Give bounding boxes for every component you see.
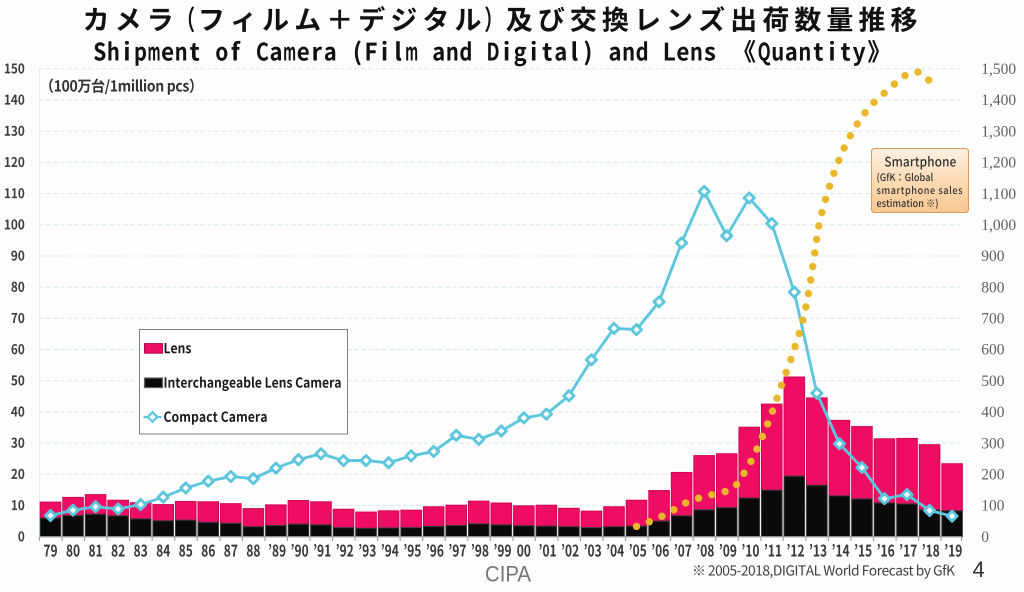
svg-text:1,300: 1,300 [981, 123, 1016, 140]
svg-text:1,200: 1,200 [981, 155, 1016, 172]
svg-text:700: 700 [981, 311, 1005, 328]
svg-text:300: 300 [981, 435, 1005, 452]
svg-text:100: 100 [981, 498, 1005, 515]
svg-text:200: 200 [981, 467, 1005, 484]
svg-text:4: 4 [973, 557, 985, 582]
svg-text:1,100: 1,100 [981, 186, 1016, 203]
svg-text:1,400: 1,400 [981, 92, 1016, 109]
svg-text:CIPA: CIPA [485, 562, 531, 587]
svg-text:1,000: 1,000 [981, 217, 1016, 234]
svg-text:0: 0 [981, 529, 989, 546]
svg-text:600: 600 [981, 342, 1005, 359]
svg-text:400: 400 [981, 404, 1005, 421]
svg-text:800: 800 [981, 279, 1005, 296]
svg-text:900: 900 [981, 248, 1005, 265]
svg-text:500: 500 [981, 373, 1005, 390]
svg-text:1,500: 1,500 [981, 61, 1016, 78]
